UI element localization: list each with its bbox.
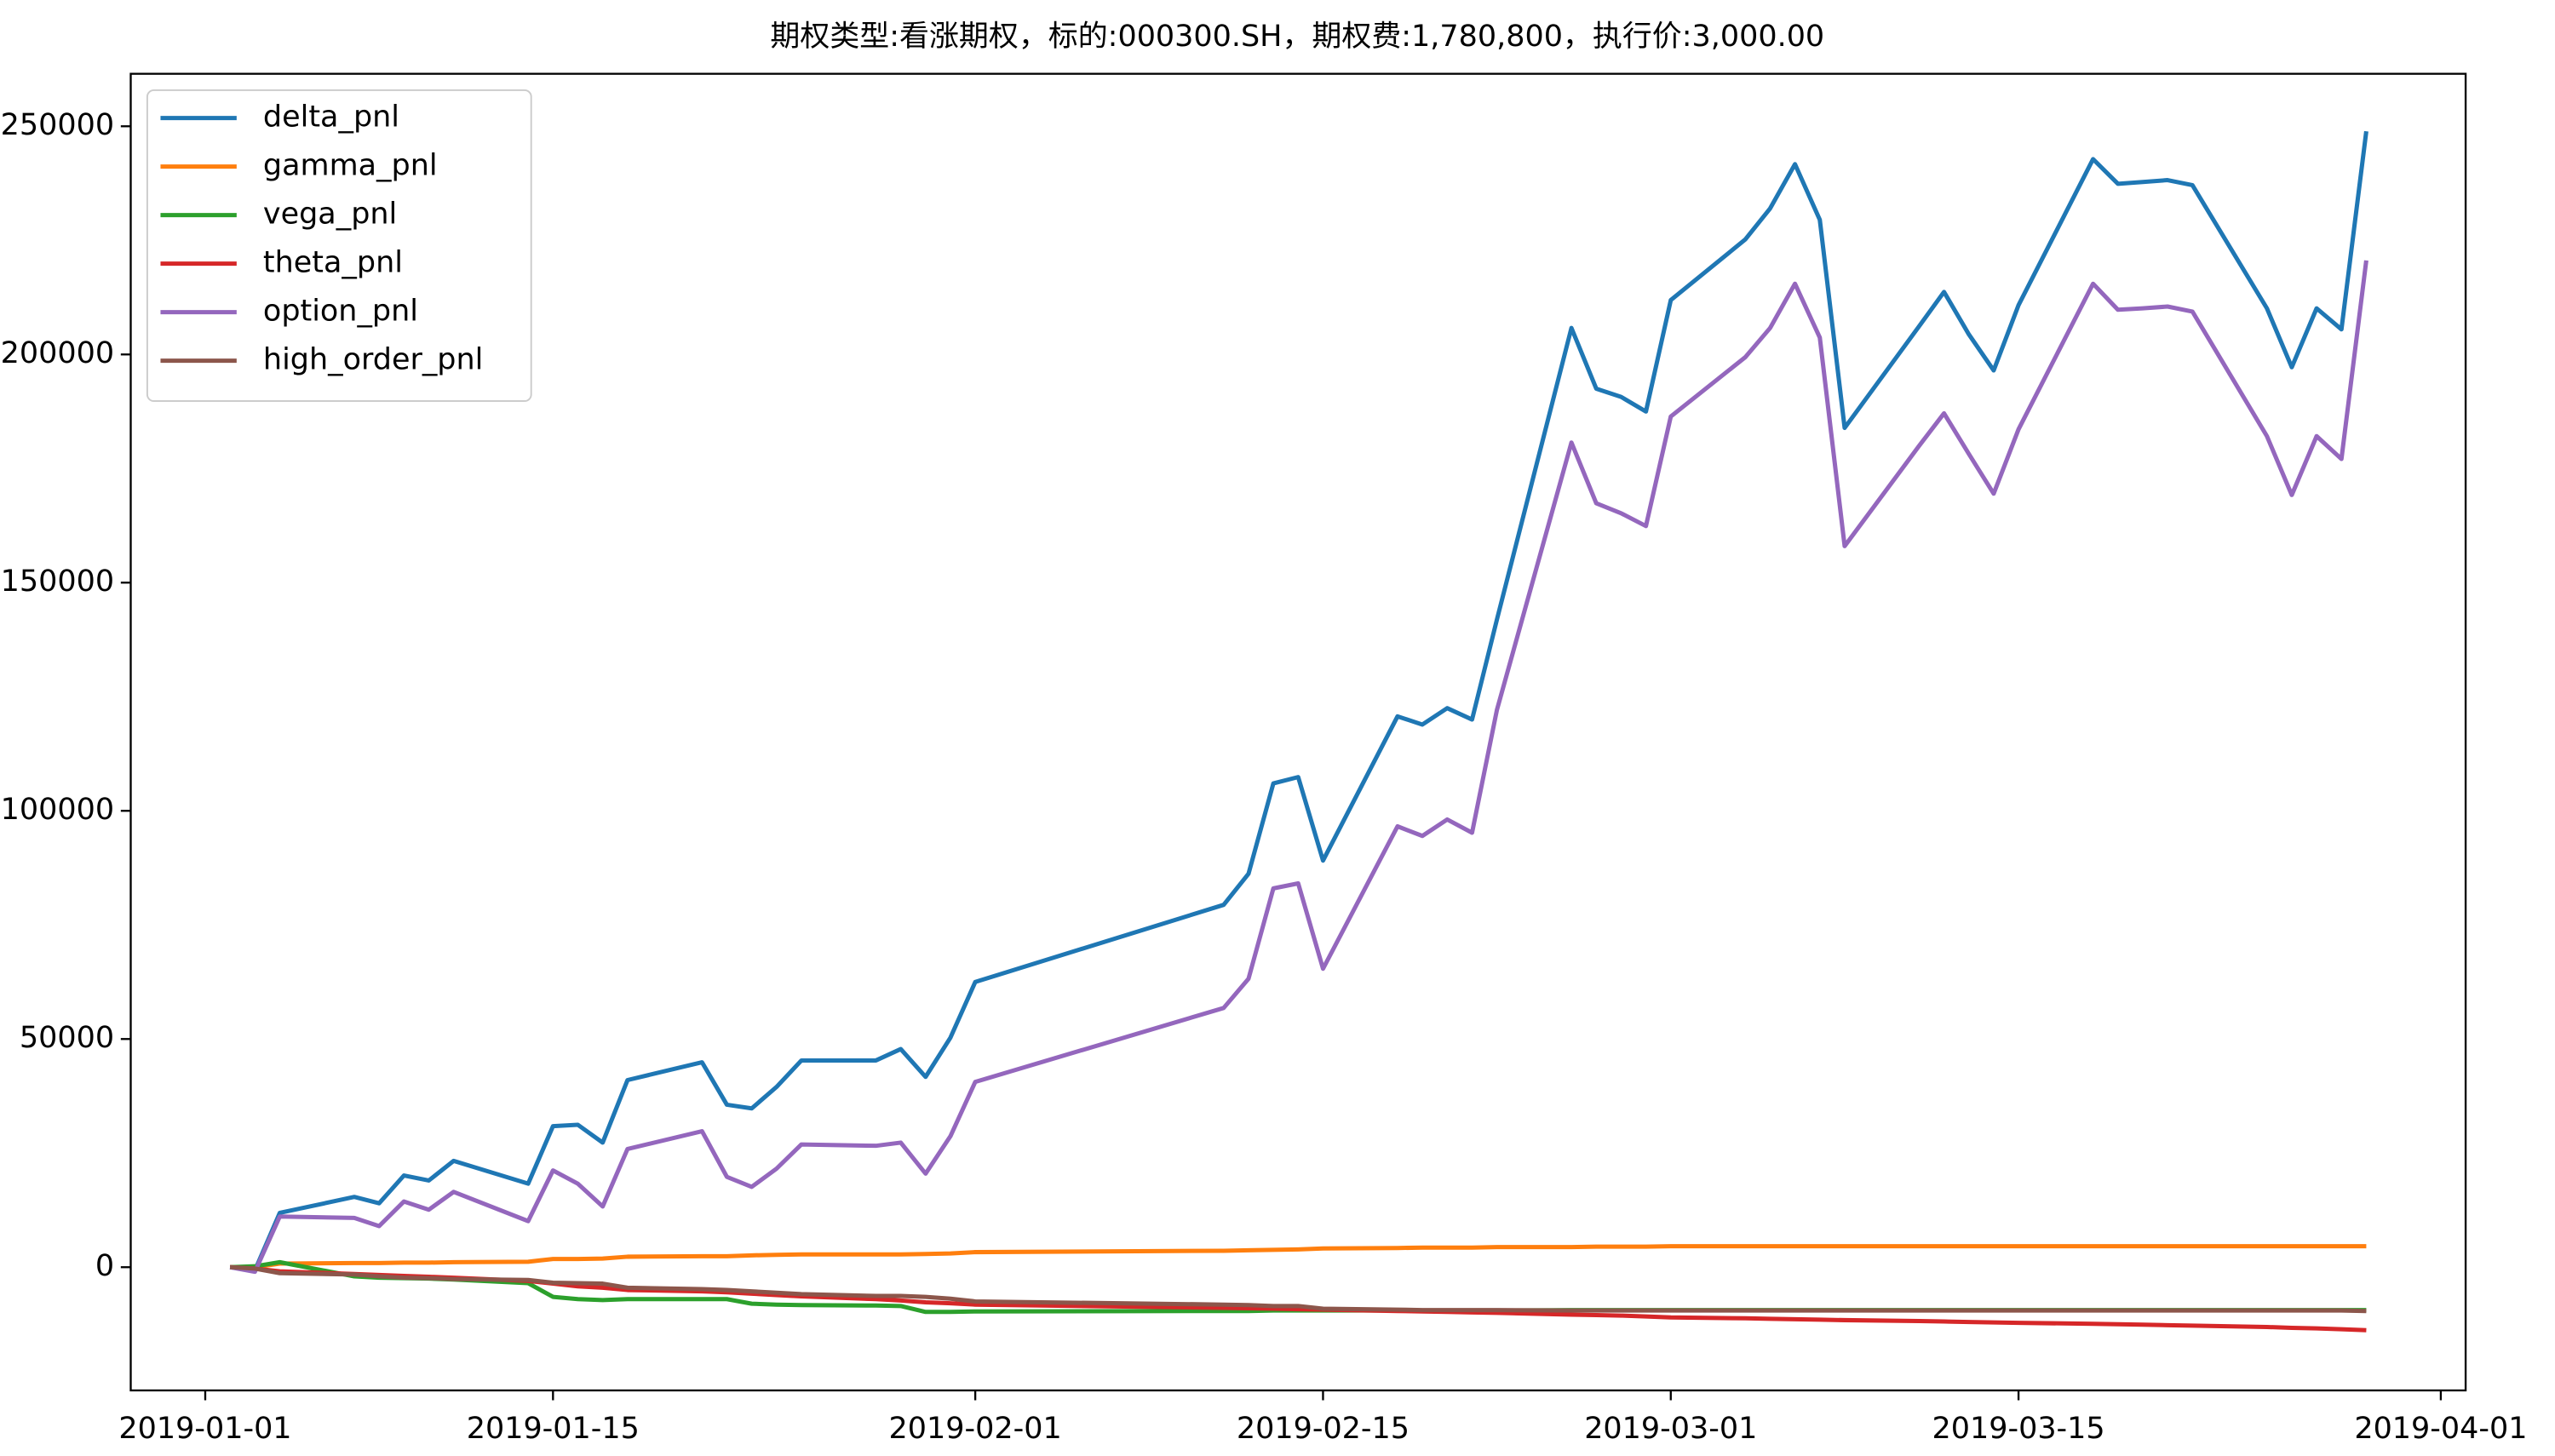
x-tick-label: 2019-03-15 — [1932, 1412, 2105, 1446]
y-tick-label: 50000 — [20, 1021, 114, 1055]
legend-box — [146, 89, 532, 402]
x-tick-label: 2019-02-15 — [1237, 1412, 1410, 1446]
legend-label: option_pnl — [263, 295, 418, 329]
x-tick-label: 2019-01-15 — [467, 1412, 640, 1446]
y-tick-label: 150000 — [1, 565, 114, 599]
x-tick-label: 2019-03-01 — [1584, 1412, 1757, 1446]
legend: delta_pnl gamma_pnl vega_pnl theta_pnloptio… — [146, 89, 532, 402]
y-tick-label: 250000 — [1, 108, 114, 142]
plot-frame — [129, 72, 2467, 1392]
series-line — [230, 1264, 2367, 1333]
y-tick-label: 100000 — [1, 793, 114, 827]
x-tick-label: 2019-04-01 — [2354, 1412, 2527, 1446]
legend-label: gamma_pnl — [263, 149, 438, 183]
legend-label: delta_pnl — [263, 100, 399, 135]
x-tick-label: 2019-01-01 — [118, 1412, 291, 1446]
y-tick-label: 0 — [95, 1249, 114, 1283]
x-tick-label: 2019-02-01 — [889, 1412, 1062, 1446]
series-line — [229, 260, 2368, 1275]
legend-label: theta_pnl — [263, 246, 403, 280]
legend-label: vega_pnl — [263, 198, 397, 232]
chart-title: 期权类型:看涨期权，标的:000300.SH，期权费:1,780,800，执行价… — [770, 20, 1824, 54]
series-line — [230, 1244, 2367, 1270]
y-tick-label: 200000 — [1, 336, 114, 370]
series-line — [230, 1264, 2367, 1314]
series-line — [229, 130, 2368, 1273]
legend-label: high_order_pnl — [263, 343, 483, 377]
